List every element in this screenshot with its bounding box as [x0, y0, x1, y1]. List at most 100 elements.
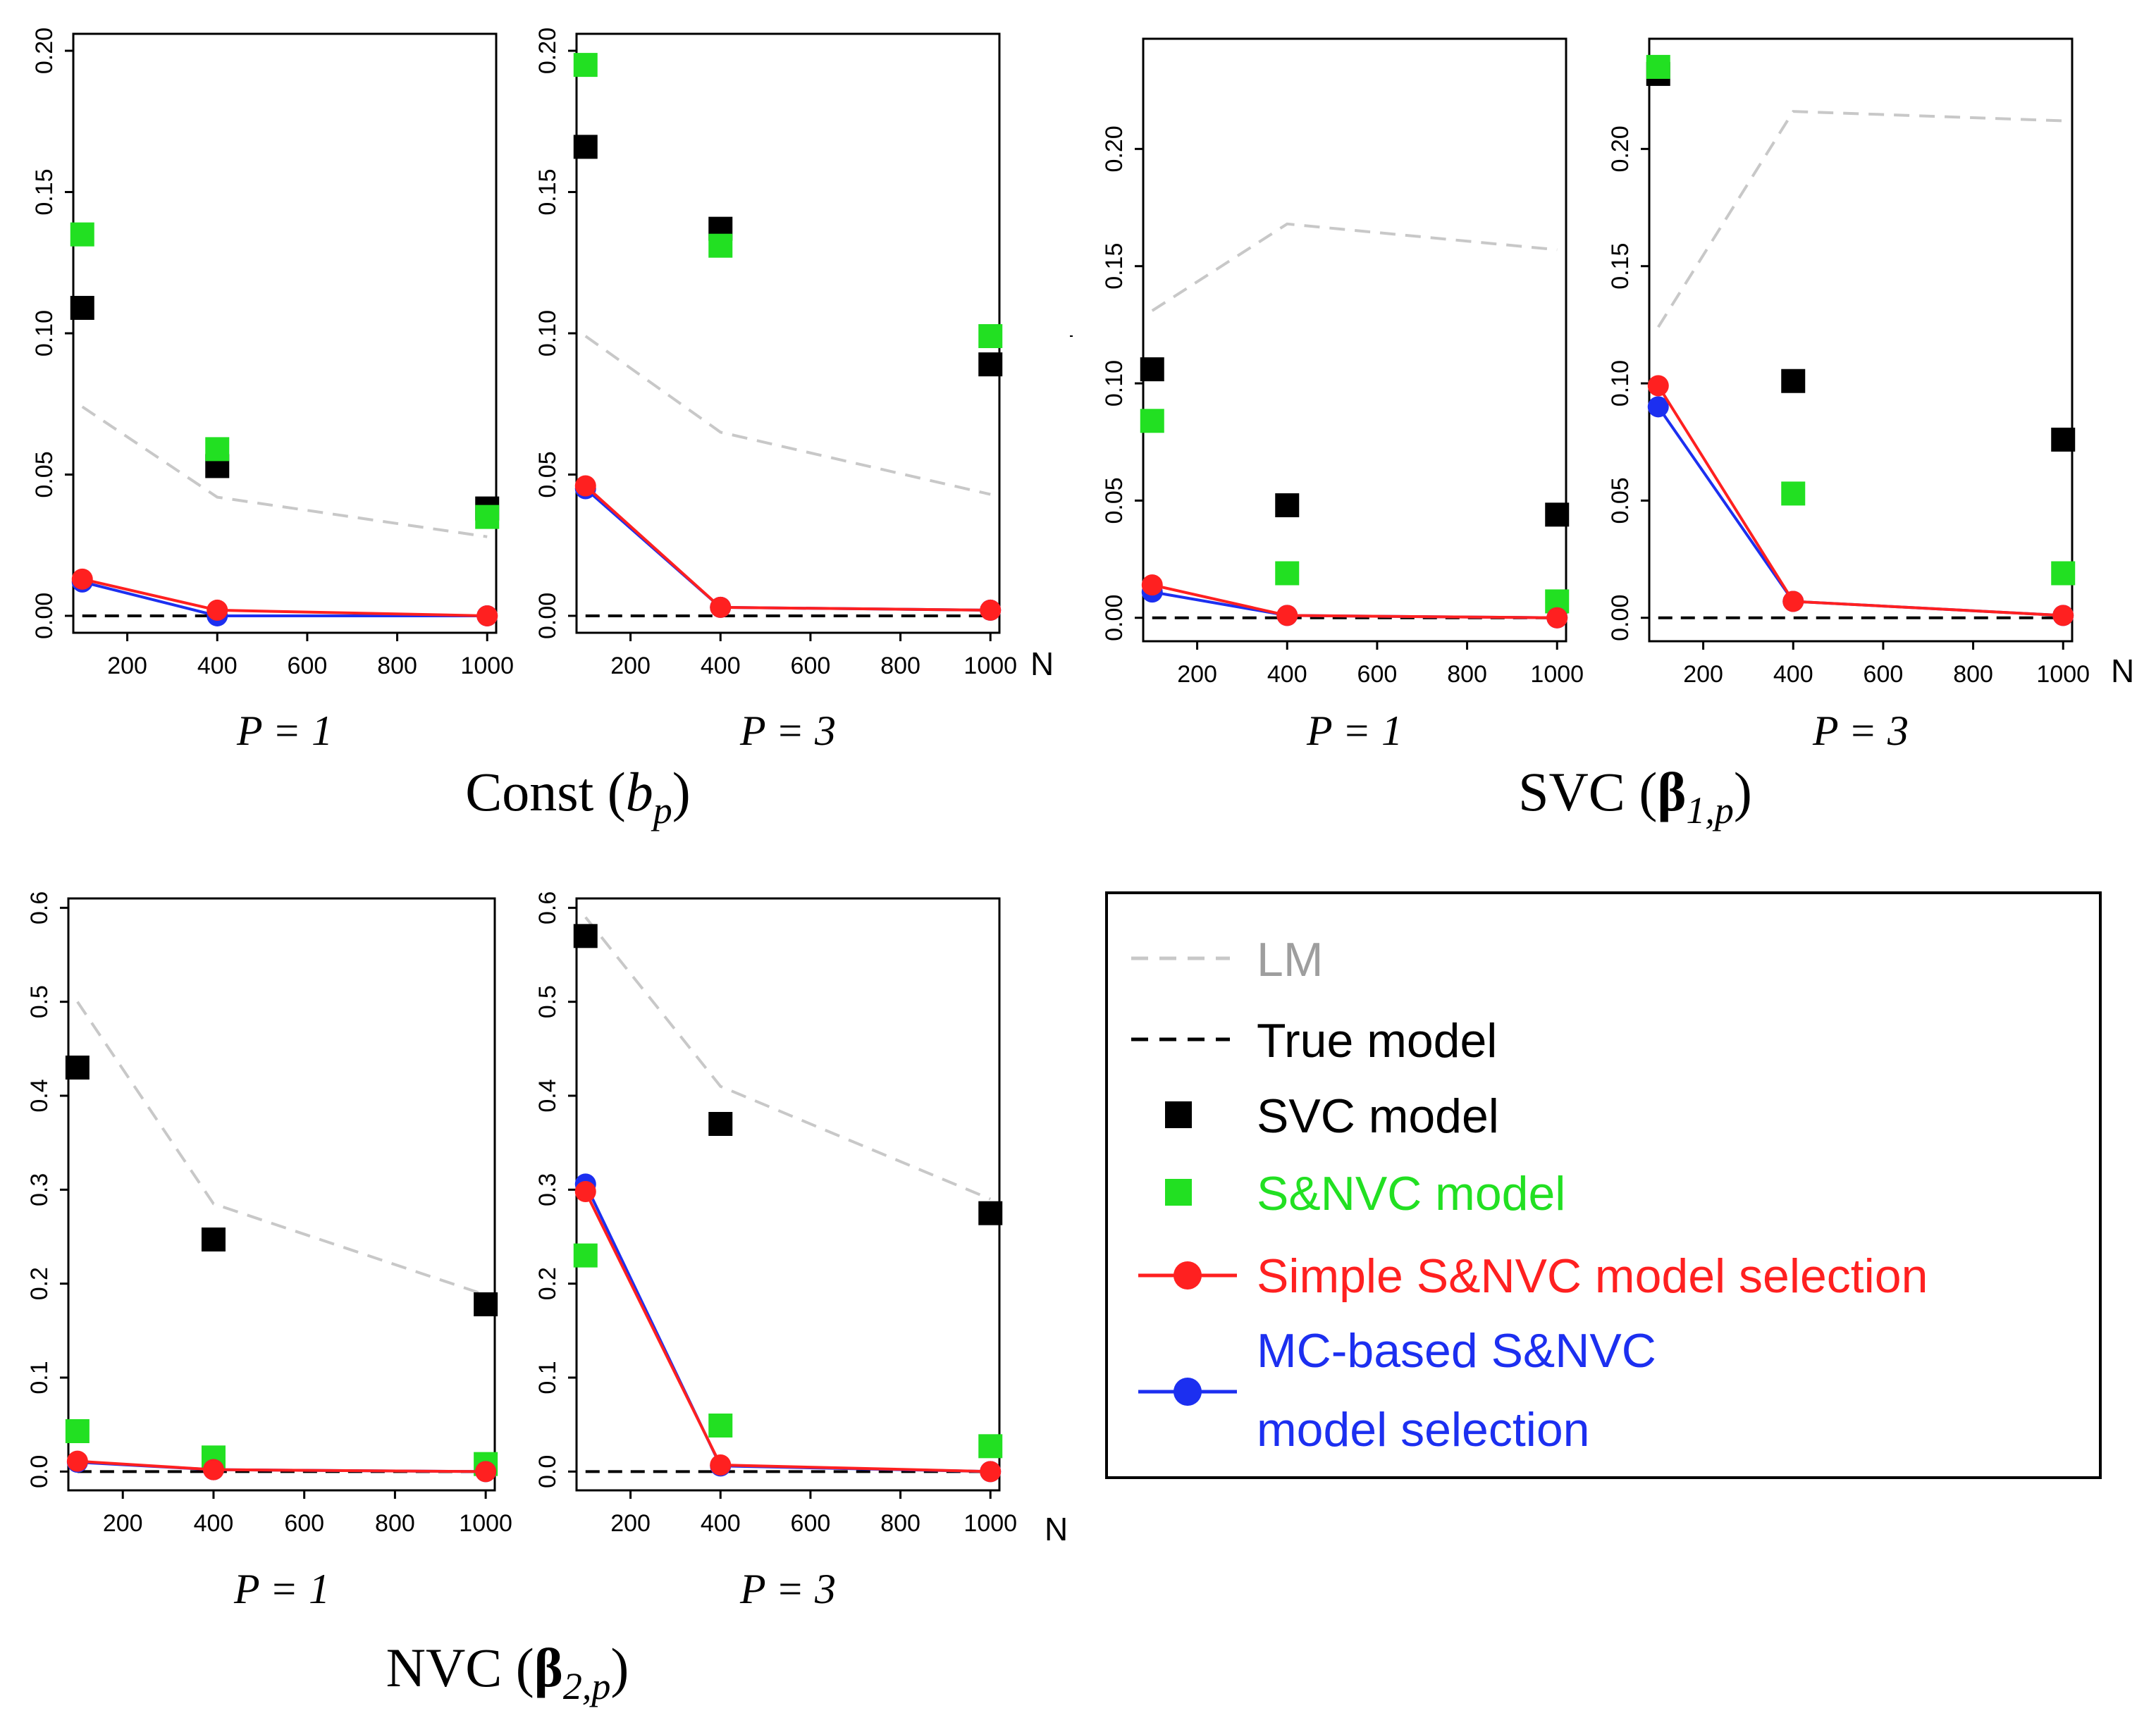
point-svc-model: [65, 1056, 90, 1080]
y-tick-label: 0.10: [1607, 360, 1634, 407]
x-tick-label: 200: [107, 653, 147, 679]
x-tick-label: 400: [701, 653, 741, 679]
x-tick-label: 200: [610, 1510, 651, 1537]
y-tick-label: 0.6: [26, 891, 53, 925]
x-tick-label: 600: [1864, 661, 1904, 688]
y-tick-label: 0.1: [534, 1361, 561, 1394]
point-simple-selection: [207, 599, 228, 621]
x-tick-label: 400: [197, 653, 238, 679]
y-tick-label: 0.4: [534, 1079, 561, 1112]
panel-const-p3: 200 400 600 800 1000 0.00 0.05 0.10 0.15 0.20 N P…: [534, 27, 1054, 754]
plot-frame: [67, 897, 496, 1492]
point-snvc-model: [1275, 561, 1300, 586]
point-simple-selection: [1647, 375, 1669, 397]
x-tick-label: 400: [1267, 661, 1307, 688]
point-svc-model: [978, 1201, 1003, 1225]
series-lm-line: [1151, 222, 1558, 312]
y-tick-label: 0.4: [26, 1079, 53, 1112]
marks: 200 400 600 800 1000 0.00 0.05 0.10 0.15 0.20: [534, 27, 1017, 679]
point-simple-selection: [1276, 605, 1298, 626]
y-tick-label: 0.00: [1607, 595, 1634, 641]
marks: 200 400 600 800 1000 0.0 0.1 0.2 0.3 0.4 0.5 0.6: [534, 891, 1017, 1537]
y-tick-label: 0.20: [1101, 125, 1128, 172]
y-tick-label: 0.2: [26, 1267, 53, 1300]
y-tick-label: 0.15: [534, 168, 561, 215]
y-tick-label: 0.1: [26, 1361, 53, 1394]
legend-snvc-label: S&NVC model: [1257, 1167, 1565, 1220]
group-title-nvc: NVC (β2,p): [386, 1637, 629, 1707]
legend-mc-swatch-dot: [1174, 1378, 1202, 1406]
point-simple-selection: [710, 1454, 732, 1476]
x-tick-label: 1000: [459, 1510, 512, 1537]
x-axis-label: P = 1: [236, 707, 333, 754]
point-simple-selection: [980, 1461, 1002, 1483]
legend-lm-label: LM: [1257, 933, 1323, 987]
point-svc-model: [2051, 427, 2076, 452]
point-svc-model: [573, 924, 598, 948]
y-tick-label: 0.05: [534, 451, 561, 497]
legend: LM True model SVC model S&NVC model Simp…: [1105, 891, 2102, 1479]
point-snvc-model: [475, 505, 500, 529]
point-simple-selection: [574, 1181, 596, 1202]
x-tick-label: 800: [375, 1510, 415, 1537]
y-tick-label: 0.6: [534, 891, 561, 925]
x-tick-label: 400: [1773, 661, 1813, 688]
point-svc-model: [201, 1228, 226, 1251]
legend-mc-label-line2: model selection: [1257, 1403, 1589, 1457]
point-snvc-model: [205, 437, 230, 462]
point-simple-selection: [2052, 605, 2074, 626]
point-svc-model: [1545, 502, 1570, 527]
legend-mc-label: MC-based S&NVC model selection: [1257, 1324, 1670, 1457]
point-simple-selection: [1546, 607, 1568, 629]
series-lm-line: [76, 1001, 486, 1297]
y-tick-label: 0.5: [534, 985, 561, 1018]
x-axis-label: P = 3: [739, 707, 836, 754]
legend-true-label: True model: [1257, 1014, 1497, 1068]
legend-simple-swatch-dot: [1174, 1261, 1202, 1290]
y-tick-label: 0.10: [31, 310, 58, 357]
x-tick-label: 400: [701, 1510, 741, 1537]
marks: 200 400 600 800 1000 0.00 0.05 0.10 0.15 0.20: [1101, 125, 1584, 688]
n-axis-symbol: N: [2111, 653, 2134, 689]
panel-svc-p1: 200 400 600 800 1000 0.00 0.05 0.10 0.15 0.20 P =…: [1101, 37, 1584, 754]
x-axis-label: P = 1: [233, 1566, 330, 1612]
x-axis-label: P = 1: [1306, 707, 1403, 754]
point-svc-model: [708, 1112, 733, 1136]
x-tick-label: 1000: [460, 653, 514, 679]
point-snvc-model: [1140, 409, 1164, 433]
point-snvc-model: [573, 53, 598, 78]
point-svc-model: [978, 352, 1003, 377]
y-tick-label: 0.20: [534, 27, 561, 74]
panel-nvc-p1: 200 400 600 800 1000 0.0 0.1 0.2 0.3 0.4 0.5 0.6 P …: [26, 891, 512, 1612]
point-simple-selection: [476, 605, 498, 626]
x-tick-label: 800: [880, 1510, 920, 1537]
legend-svc-swatch: [1165, 1101, 1192, 1128]
y-tick-label: 0.10: [534, 310, 561, 357]
plot-frame: [72, 32, 498, 634]
x-tick-label: 200: [610, 653, 651, 679]
plot-frame: [1648, 37, 2074, 643]
plot-frame: [575, 897, 1001, 1492]
point-svc-model: [1781, 369, 1806, 393]
n-axis-symbol: N: [1030, 645, 1054, 682]
point-snvc-model: [70, 222, 94, 247]
legend-box: [1105, 891, 2102, 1479]
x-tick-label: 800: [377, 653, 417, 679]
x-tick-label: 1000: [1530, 661, 1584, 688]
series-lm-line: [1657, 110, 2064, 328]
point-snvc-model: [978, 324, 1003, 349]
point-snvc-model: [65, 1419, 90, 1443]
y-tick-label: 0.20: [1607, 125, 1634, 172]
y-tick-label: 0.3: [534, 1173, 561, 1206]
x-tick-label: 400: [194, 1510, 234, 1537]
marks: 200 400 600 800 1000 0.00 0.05 0.10 0.15 0.20: [1607, 54, 2090, 688]
point-simple-selection: [475, 1461, 497, 1483]
x-tick-label: 800: [1447, 661, 1487, 688]
x-tick-label: 800: [1953, 661, 1993, 688]
x-tick-label: 600: [791, 653, 831, 679]
point-svc-model: [70, 295, 94, 320]
point-snvc-model: [573, 1243, 598, 1268]
point-snvc-model: [708, 1414, 733, 1438]
point-snvc-model: [708, 233, 733, 258]
